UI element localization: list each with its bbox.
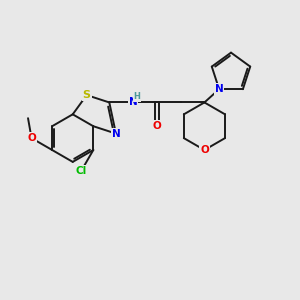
Text: N: N <box>129 98 137 107</box>
Text: Cl: Cl <box>76 166 87 176</box>
Text: O: O <box>200 145 209 155</box>
Text: N: N <box>112 129 120 139</box>
Text: O: O <box>27 133 36 143</box>
Text: S: S <box>83 90 91 100</box>
Text: N: N <box>215 84 224 94</box>
Text: O: O <box>152 121 161 131</box>
Text: H: H <box>134 92 140 101</box>
